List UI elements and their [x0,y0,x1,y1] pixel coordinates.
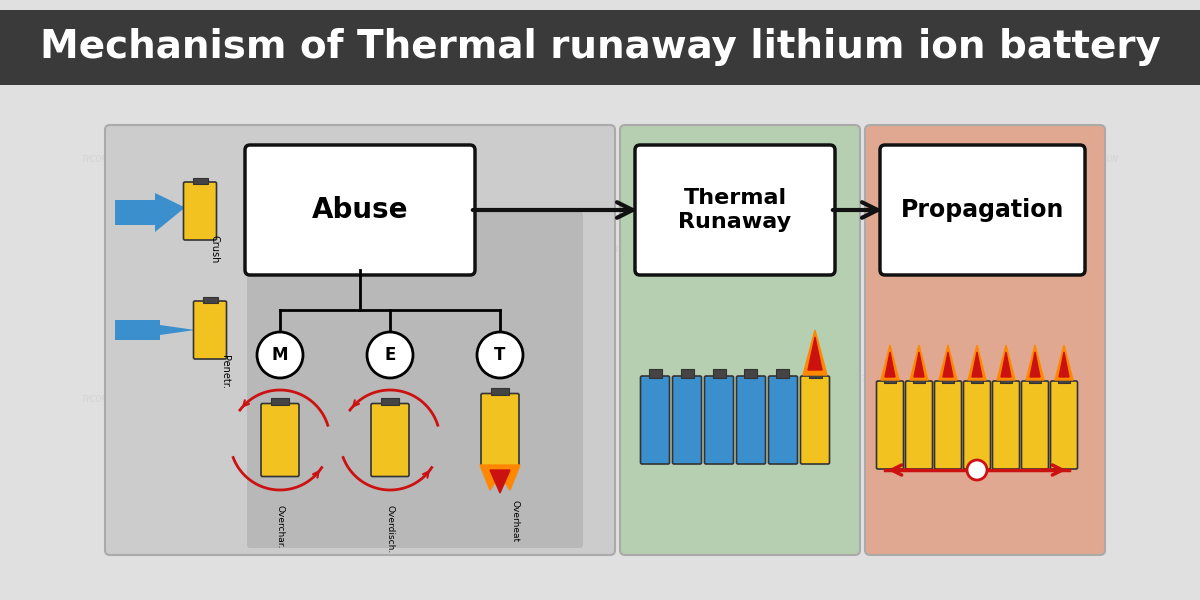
Text: Overchar.: Overchar. [276,505,284,548]
Text: TYCORUN: TYCORUN [862,376,899,385]
Polygon shape [803,330,827,375]
Bar [382,398,398,405]
Polygon shape [480,465,520,490]
Polygon shape [1026,345,1044,380]
Text: M: M [271,346,288,364]
Polygon shape [881,345,899,380]
Text: TYCORUN: TYCORUN [961,155,998,164]
FancyBboxPatch shape [481,394,520,467]
Bar [744,369,757,377]
Polygon shape [997,345,1015,380]
Text: Overheat: Overheat [510,500,520,542]
FancyBboxPatch shape [193,301,227,359]
FancyBboxPatch shape [184,182,216,240]
Text: TYCORUN: TYCORUN [661,295,698,304]
Text: TYCORUN: TYCORUN [802,445,839,455]
Text: TYCORUN: TYCORUN [402,445,438,455]
Polygon shape [1060,352,1069,377]
Bar [115,200,155,225]
FancyBboxPatch shape [865,125,1105,555]
Text: Overdisch.: Overdisch. [385,505,395,553]
Text: Mechanism of Thermal runaway lithium ion battery: Mechanism of Thermal runaway lithium ion… [40,28,1160,67]
FancyBboxPatch shape [737,376,766,464]
FancyBboxPatch shape [800,376,829,464]
Bar [203,297,217,302]
FancyBboxPatch shape [641,376,670,464]
Bar [648,369,661,377]
Bar [491,388,509,395]
Bar [1058,374,1070,383]
Bar [1030,374,1042,383]
FancyBboxPatch shape [964,381,990,469]
FancyBboxPatch shape [106,125,616,555]
Polygon shape [155,193,185,232]
Text: TYCORUN: TYCORUN [262,346,299,355]
Text: TYCORUN: TYCORUN [522,155,558,164]
Polygon shape [938,345,958,380]
Text: TYCORUN: TYCORUN [301,155,338,164]
Text: Crush: Crush [210,235,220,263]
Polygon shape [808,337,822,370]
Text: TYCORUN: TYCORUN [1081,155,1118,164]
Polygon shape [972,352,982,377]
Text: TYCORUN: TYCORUN [82,155,119,164]
Bar [971,374,983,383]
Text: TYCORUN: TYCORUN [481,395,518,404]
FancyBboxPatch shape [906,381,932,469]
Circle shape [967,460,986,480]
Bar [809,369,822,377]
Circle shape [257,332,302,378]
FancyBboxPatch shape [876,381,904,469]
Polygon shape [160,325,194,335]
Polygon shape [1030,352,1040,377]
Bar [680,369,694,377]
Text: TYCORUN: TYCORUN [1002,215,1038,224]
Text: Abuse: Abuse [312,196,408,224]
FancyBboxPatch shape [1050,381,1078,469]
Bar [913,374,925,383]
Text: Penetr.: Penetr. [220,355,230,389]
FancyBboxPatch shape [768,376,798,464]
FancyBboxPatch shape [0,10,1200,85]
Polygon shape [490,470,510,493]
Text: Thermal
Runaway: Thermal Runaway [678,188,792,232]
FancyBboxPatch shape [620,125,860,555]
Text: T: T [494,346,505,364]
Bar [776,369,790,377]
FancyBboxPatch shape [245,145,475,275]
FancyBboxPatch shape [262,403,299,476]
Circle shape [478,332,523,378]
FancyBboxPatch shape [371,403,409,476]
Bar [271,398,289,405]
Bar [884,374,896,383]
Text: TYCORUN: TYCORUN [162,245,198,254]
Text: E: E [384,346,396,364]
Polygon shape [910,345,928,380]
Text: TYCORUN: TYCORUN [742,155,779,164]
FancyBboxPatch shape [935,381,961,469]
Circle shape [367,332,413,378]
FancyBboxPatch shape [247,212,583,548]
Bar [192,178,208,184]
Polygon shape [914,352,924,377]
Polygon shape [1055,345,1073,380]
FancyBboxPatch shape [672,376,702,464]
Polygon shape [1001,352,1010,377]
Text: Propagation: Propagation [901,198,1064,222]
FancyBboxPatch shape [1021,381,1049,469]
Text: TYCORUN: TYCORUN [1062,316,1098,325]
Text: TYCORUN: TYCORUN [82,395,119,404]
Polygon shape [968,345,986,380]
Bar [115,320,160,340]
FancyBboxPatch shape [635,145,835,275]
FancyBboxPatch shape [992,381,1020,469]
Polygon shape [943,352,953,377]
Bar [942,374,954,383]
Bar [1000,374,1012,383]
FancyBboxPatch shape [704,376,733,464]
Polygon shape [886,352,895,377]
Bar [713,369,726,377]
FancyBboxPatch shape [880,145,1085,275]
Text: TYCORUN: TYCORUN [582,245,618,254]
